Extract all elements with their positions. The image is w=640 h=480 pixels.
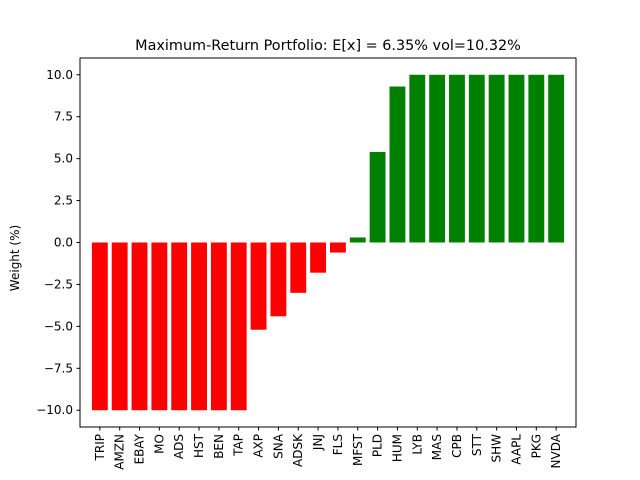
y-tick-label: −10.0 <box>36 403 73 417</box>
y-tick-label: 5.0 <box>54 152 73 166</box>
bar-nvda <box>548 74 565 243</box>
x-tick-label-adsk: ADSK <box>291 433 305 467</box>
x-tick-label-ads: ADS <box>172 434 186 459</box>
bar-mfst <box>349 237 366 243</box>
bar-ads <box>171 242 188 411</box>
x-tick-label-mfst: MFST <box>351 433 365 466</box>
y-tick-label: 2.5 <box>54 194 73 208</box>
x-tick-label-aapl: AAPL <box>509 434 523 465</box>
bar-cpb <box>449 74 465 243</box>
y-tick-label: −2.5 <box>44 277 73 291</box>
bar-pld <box>369 151 386 243</box>
x-tick-label-nvda: NVDA <box>549 433 563 468</box>
bar-ben <box>210 242 227 411</box>
bar-stt <box>468 74 485 243</box>
x-tick-label-mo: MO <box>152 434 166 454</box>
y-tick-label: −7.5 <box>44 361 73 375</box>
bar-axp <box>250 242 267 330</box>
x-tick-label-jnj: JNJ <box>311 434 325 451</box>
bar-adsk <box>290 242 307 293</box>
x-tick-label-trip: TRIP <box>93 434 107 461</box>
y-tick-label: 0.0 <box>54 236 73 250</box>
bar-aapl <box>508 74 525 243</box>
x-tick-label-fls: FLS <box>331 434 345 455</box>
bar-sna <box>270 242 287 317</box>
bar-mo <box>151 242 168 411</box>
plot-frame <box>79 57 577 428</box>
x-tick-label-axp: AXP <box>252 434 266 458</box>
bar-hst <box>191 242 207 411</box>
x-tick-label-ebay: EBAY <box>133 433 147 464</box>
y-tick-label: 7.5 <box>54 110 73 124</box>
x-tick-label-sna: SNA <box>271 433 285 459</box>
x-tick-label-shw: SHW <box>490 434 504 463</box>
x-tick-label-hum: HUM <box>390 434 404 462</box>
x-tick-label-stt: STT <box>470 433 484 456</box>
x-tick-label-pkg: PKG <box>529 434 543 458</box>
bar-ebay <box>131 242 148 411</box>
bar-fls <box>329 242 346 253</box>
chart-title: Maximum-Return Portfolio: E[x] = 6.35% v… <box>135 38 521 54</box>
x-tick-label-hst: HST <box>192 433 206 458</box>
bar-lyb <box>409 74 426 243</box>
x-tick-label-cpb: CPB <box>450 434 464 458</box>
x-tick-label-ben: BEN <box>212 434 226 459</box>
x-tick-label-lyb: LYB <box>410 434 424 455</box>
bar-trip <box>91 242 108 411</box>
y-tick-label: −5.0 <box>44 319 73 333</box>
bar-mas <box>429 74 446 243</box>
y-tick-label: 10.0 <box>46 68 73 82</box>
y-axis-label: Weight (%) <box>8 225 22 291</box>
bar-shw <box>488 74 505 243</box>
x-tick-label-mas: MAS <box>430 434 444 460</box>
bar-jnj <box>310 242 327 273</box>
x-tick-label-amzn: AMZN <box>113 434 127 470</box>
bar-pkg <box>528 74 545 243</box>
x-tick-label-tap: TAP <box>232 434 246 457</box>
bar-tap <box>230 242 247 411</box>
bar-amzn <box>111 242 128 411</box>
x-tick-label-pld: PLD <box>371 434 385 457</box>
bar-hum <box>389 86 406 243</box>
